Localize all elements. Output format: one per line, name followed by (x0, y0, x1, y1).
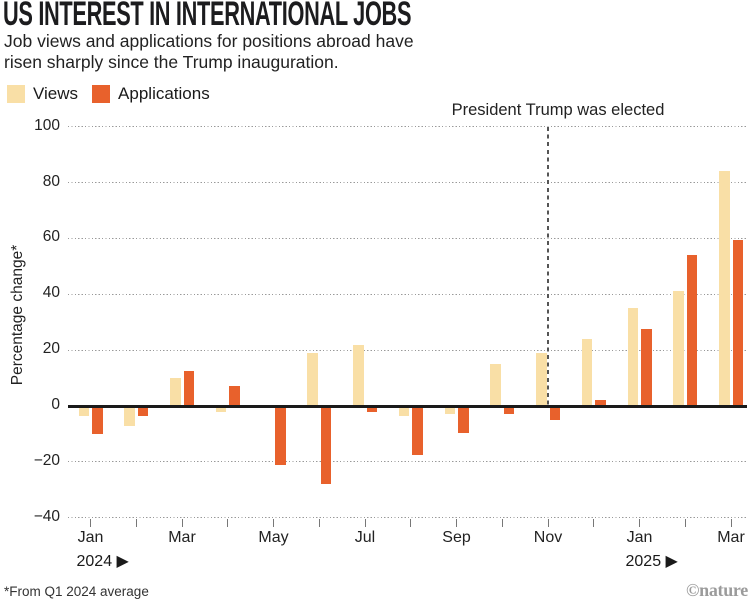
gridline--20 (68, 461, 747, 463)
bar-views-Dec-2024 (581, 338, 593, 406)
x-tick-Mar-2024 (181, 518, 183, 527)
election-annotation: President Trump was elected (451, 101, 665, 119)
gridline-80 (68, 182, 747, 184)
bar-applications-Feb-2025 (686, 255, 698, 406)
legend-label-applications: Applications (118, 84, 210, 103)
x-tick-Feb-2024 (135, 518, 137, 527)
x-label-Jan-2025: Jan (626, 529, 653, 546)
x-tick-May-2024 (273, 518, 274, 527)
bar-views-Jan-2025 (627, 308, 638, 406)
legend-label-views: Views (33, 84, 79, 103)
x-label-Sep-2024: Sep (442, 529, 471, 546)
chart-subtitle: Job views and applications for positions… (4, 31, 414, 73)
legend-item-applications: Applications (92, 84, 210, 104)
footnote: *From Q1 2024 average (4, 584, 149, 599)
gridline--40 (68, 517, 747, 519)
legend-item-views: Views (7, 84, 78, 104)
x-tick-Sep-2024 (456, 518, 457, 527)
x-tick-Jun-2024 (318, 518, 320, 527)
bar-applications-Jan-2025 (641, 329, 652, 406)
bar-applications-May-2024 (275, 406, 286, 465)
bar-applications-Jul-2024 (366, 406, 377, 412)
x-label-Nov-2024: Nov (533, 529, 563, 546)
y-tick-label-20: 20 (42, 340, 60, 358)
x-tick-Jan-2025 (639, 518, 640, 527)
bar-applications-Oct-2024 (503, 406, 515, 415)
gridline-20 (68, 349, 747, 351)
bar-applications-Dec-2024 (595, 400, 606, 406)
bar-views-Oct-2024 (490, 364, 501, 406)
legend: Views Applications (7, 84, 210, 104)
y-tick-label--40: −40 (33, 507, 60, 525)
bar-views-Feb-2025 (673, 291, 684, 406)
bar-applications-Mar-2025 (732, 239, 743, 406)
y-tick-label-100: 100 (34, 116, 60, 134)
bar-applications-Feb-2024 (137, 406, 149, 416)
x-label-Mar-2025: Mar (717, 529, 745, 546)
x-tick-Feb-2025 (684, 518, 686, 527)
bar-views-Nov-2024 (536, 352, 547, 406)
chart-title: US INTEREST IN INTERNATIONAL JOBS (3, 0, 412, 33)
bar-applications-Mar-2024 (183, 371, 194, 406)
election-dashed-line (547, 126, 549, 406)
bar-applications-Nov-2024 (549, 406, 560, 420)
x-tick-Aug-2024 (410, 518, 412, 527)
y-tick-label-60: 60 (42, 228, 60, 246)
bar-views-Aug-2024 (398, 406, 410, 416)
year-marker-2025: 2025 ▶ (625, 553, 678, 570)
x-tick-Dec-2024 (593, 518, 595, 527)
bar-applications-Jan-2024 (92, 406, 103, 434)
x-label-Jan-2024: Jan (77, 529, 104, 546)
applications-swatch-icon (92, 85, 111, 103)
bar-views-Apr-2024 (215, 406, 227, 412)
bar-views-Feb-2024 (124, 406, 135, 426)
x-tick-Jan-2024 (90, 518, 91, 527)
x-tick-Nov-2024 (547, 518, 549, 527)
x-label-Jul-2024: Jul (354, 529, 376, 546)
zero-baseline (68, 404, 747, 408)
x-label-Mar-2024: Mar (168, 529, 196, 546)
y-tick-label-0: 0 (51, 396, 60, 413)
bar-views-Jul-2024 (353, 344, 364, 406)
subtitle-line-1: Job views and applications for positions… (4, 31, 414, 51)
bar-views-Jun-2024 (307, 352, 318, 406)
bar-views-Mar-2025 (719, 171, 730, 406)
bar-applications-Apr-2024 (229, 386, 240, 406)
y-tick-label-40: 40 (42, 284, 60, 302)
nature-credit: ©nature (685, 580, 748, 600)
gridline-60 (68, 237, 747, 239)
bar-applications-Jun-2024 (320, 406, 332, 485)
bar-views-Sep-2024 (444, 406, 455, 415)
bar-applications-Sep-2024 (458, 406, 469, 433)
subtitle-line-2: risen sharply since the Trump inaugurati… (4, 52, 339, 72)
x-tick-Jul-2024 (364, 518, 366, 527)
y-tick-label-80: 80 (42, 172, 60, 190)
views-swatch-icon (7, 85, 25, 103)
y-tick-label--20: −20 (33, 451, 60, 469)
x-tick-Mar-2025 (730, 518, 732, 527)
gridline-40 (68, 293, 747, 295)
year-marker-2024: 2024 ▶ (76, 553, 129, 570)
bar-applications-Aug-2024 (412, 406, 423, 455)
x-tick-Apr-2024 (227, 518, 229, 527)
bar-views-Mar-2024 (170, 378, 181, 406)
bar-views-Jan-2024 (78, 406, 89, 416)
x-label-May-2024: May (258, 529, 289, 546)
gridline-100 (68, 126, 747, 128)
x-tick-Oct-2024 (501, 518, 503, 527)
